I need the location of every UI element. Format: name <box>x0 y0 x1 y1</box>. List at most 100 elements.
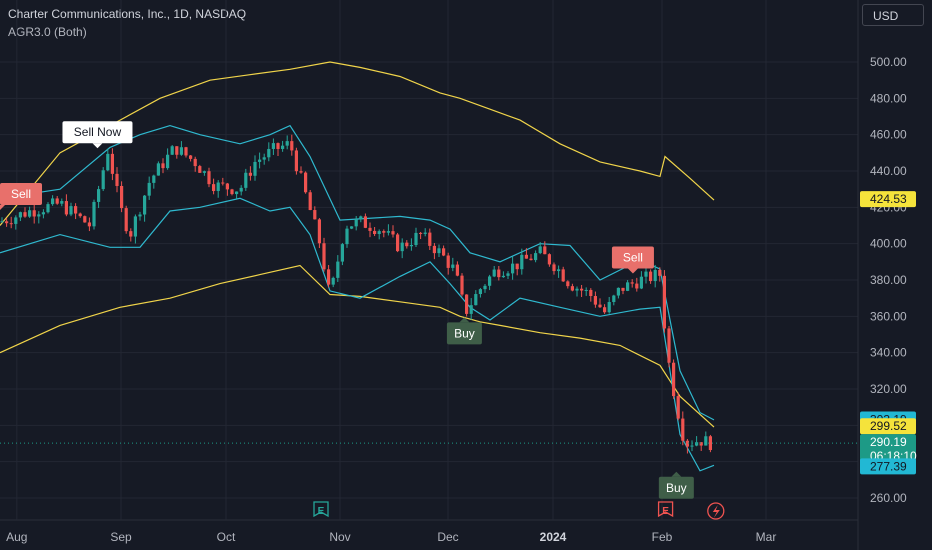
price-label-text: 277.39 <box>870 459 907 473</box>
candle-body <box>14 217 18 224</box>
split-icon-circle <box>707 502 725 520</box>
candle-body <box>340 244 344 262</box>
candle-body <box>235 191 239 195</box>
x-tick-label: Sep <box>110 530 132 544</box>
split-icon[interactable] <box>707 502 725 520</box>
buy-signal: Buy <box>658 471 694 499</box>
candle-body <box>423 232 427 234</box>
candle-body <box>37 214 41 217</box>
candle-body <box>676 396 680 419</box>
currency-selector[interactable]: USD <box>862 4 924 26</box>
y-tick-label: 340.00 <box>870 346 907 360</box>
earnings-icon[interactable]: E <box>313 501 329 518</box>
signal-pointer <box>92 143 103 149</box>
earnings-icon-letter: E <box>662 506 669 517</box>
candle-body <box>253 161 257 176</box>
signal-box <box>446 322 482 345</box>
candle-body <box>166 154 170 169</box>
candle-body <box>566 281 570 287</box>
candle-body <box>101 170 105 190</box>
indicator-label[interactable]: AGR3.0 (Both) <box>8 25 87 39</box>
candle-body <box>437 248 441 254</box>
candle-body <box>221 182 225 184</box>
candle-body <box>419 232 423 234</box>
outer-upper-band <box>0 61 715 226</box>
signals: Sell Sell Now Buy Sell Buy <box>0 121 694 499</box>
candle-body <box>386 231 390 233</box>
candle-body <box>400 242 404 252</box>
candle-body <box>262 157 266 160</box>
candle-body <box>616 287 620 296</box>
candle-body <box>635 283 639 289</box>
candle-body <box>488 276 492 286</box>
candle-body <box>584 289 588 291</box>
candle-body <box>580 288 584 291</box>
candle-body <box>32 210 36 217</box>
candle-body <box>653 269 657 282</box>
x-tick-label: Dec <box>437 530 458 544</box>
candle-body <box>607 302 611 313</box>
candle-body <box>156 163 160 176</box>
candle-body <box>239 187 243 192</box>
candle-body <box>87 222 91 227</box>
candle-body <box>230 189 234 195</box>
earnings-icon[interactable]: E <box>657 501 674 518</box>
earnings-icon-frame <box>313 501 329 518</box>
candle-body <box>524 254 528 259</box>
candle-body <box>708 436 712 451</box>
candle-body <box>552 264 556 272</box>
candle-body <box>138 214 142 217</box>
candle-body <box>681 418 685 441</box>
candle-body <box>60 201 64 204</box>
candle-body <box>612 295 616 303</box>
candle-body <box>483 285 487 290</box>
candle-body <box>492 269 496 277</box>
candle-body <box>207 171 211 185</box>
price-label-text: 299.52 <box>870 419 907 433</box>
candle-body <box>267 148 271 158</box>
candle-body <box>285 141 289 146</box>
candle-body <box>78 213 82 217</box>
y-tick-label: 400.00 <box>870 237 907 251</box>
y-tick-label: 500.00 <box>870 55 907 69</box>
candle-body <box>465 294 469 314</box>
candle-body <box>432 245 436 254</box>
sell-signal: Sell <box>611 246 654 274</box>
candle-body <box>152 175 156 183</box>
candle-body <box>198 166 202 173</box>
candle-body <box>225 183 229 190</box>
signal-box <box>0 182 42 205</box>
candle-body <box>345 228 349 245</box>
candle-body <box>621 287 625 291</box>
x-tick-label: Nov <box>329 530 350 544</box>
candle-body <box>189 155 193 159</box>
candle-body <box>69 206 73 215</box>
candle-body <box>129 231 133 237</box>
y-tick-label: 260.00 <box>870 491 907 505</box>
candle-body <box>46 204 50 213</box>
candle-body <box>414 232 418 246</box>
candle-body <box>350 226 354 229</box>
candle-body <box>396 234 400 252</box>
candle-body <box>216 182 220 192</box>
candle-body <box>501 275 505 278</box>
y-axis[interactable]: 260.00280.00300.00320.00340.00360.00380.… <box>860 55 917 505</box>
candle-body <box>639 276 643 289</box>
candle-body <box>18 212 22 218</box>
candle-body <box>529 258 533 261</box>
candle-body <box>368 227 372 231</box>
y-tick-label: 380.00 <box>870 273 907 287</box>
price-label-bg <box>860 191 916 208</box>
candle-body <box>405 242 409 247</box>
candle-body <box>336 261 340 278</box>
candle-body <box>327 269 331 285</box>
price-label-text: 290.19 <box>870 435 907 449</box>
sell-signal: Sell <box>0 182 42 210</box>
signal-box <box>611 246 654 269</box>
candle-body <box>469 305 473 314</box>
candle-body <box>511 263 515 274</box>
candle-body <box>313 210 317 220</box>
candle-body <box>354 219 358 227</box>
